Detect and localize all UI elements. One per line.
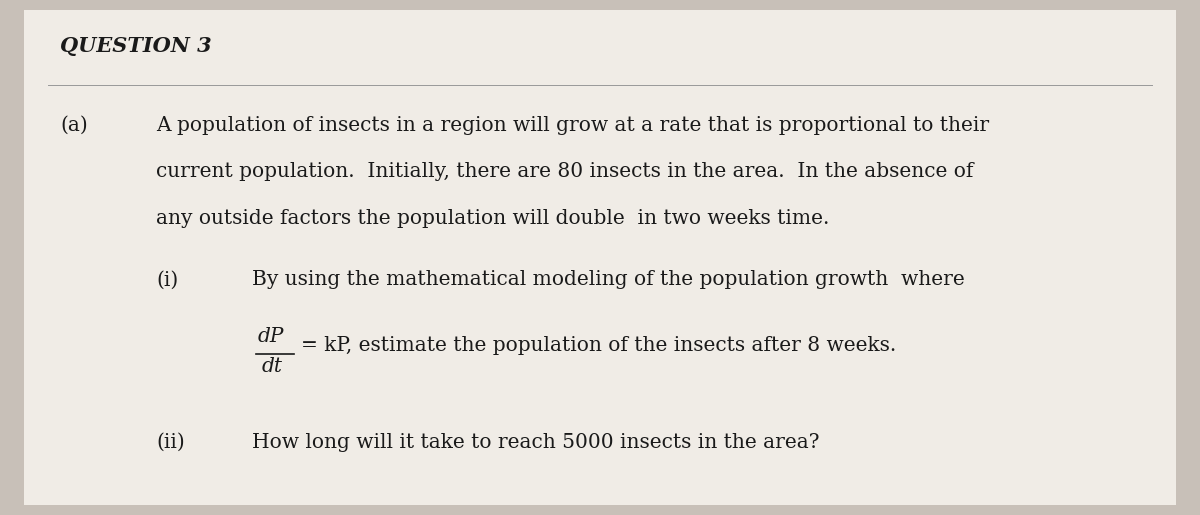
Text: By using the mathematical modeling of the population growth  where: By using the mathematical modeling of th… (252, 270, 965, 289)
Text: any outside factors the population will double  in two weeks time.: any outside factors the population will … (156, 209, 829, 228)
Text: current population.  Initially, there are 80 insects in the area.  In the absenc: current population. Initially, there are… (156, 162, 973, 181)
Text: How long will it take to reach 5000 insects in the area?: How long will it take to reach 5000 inse… (252, 433, 820, 452)
Text: (i): (i) (156, 270, 179, 289)
FancyBboxPatch shape (24, 10, 1176, 505)
Text: dP: dP (258, 327, 284, 346)
Text: (a): (a) (60, 116, 88, 135)
Text: dt: dt (262, 357, 283, 376)
Text: = kP, estimate the population of the insects after 8 weeks.: = kP, estimate the population of the ins… (301, 336, 896, 355)
Text: (ii): (ii) (156, 433, 185, 452)
Text: A population of insects in a region will grow at a rate that is proportional to : A population of insects in a region will… (156, 116, 989, 135)
Text: QUESTION 3: QUESTION 3 (60, 36, 211, 56)
